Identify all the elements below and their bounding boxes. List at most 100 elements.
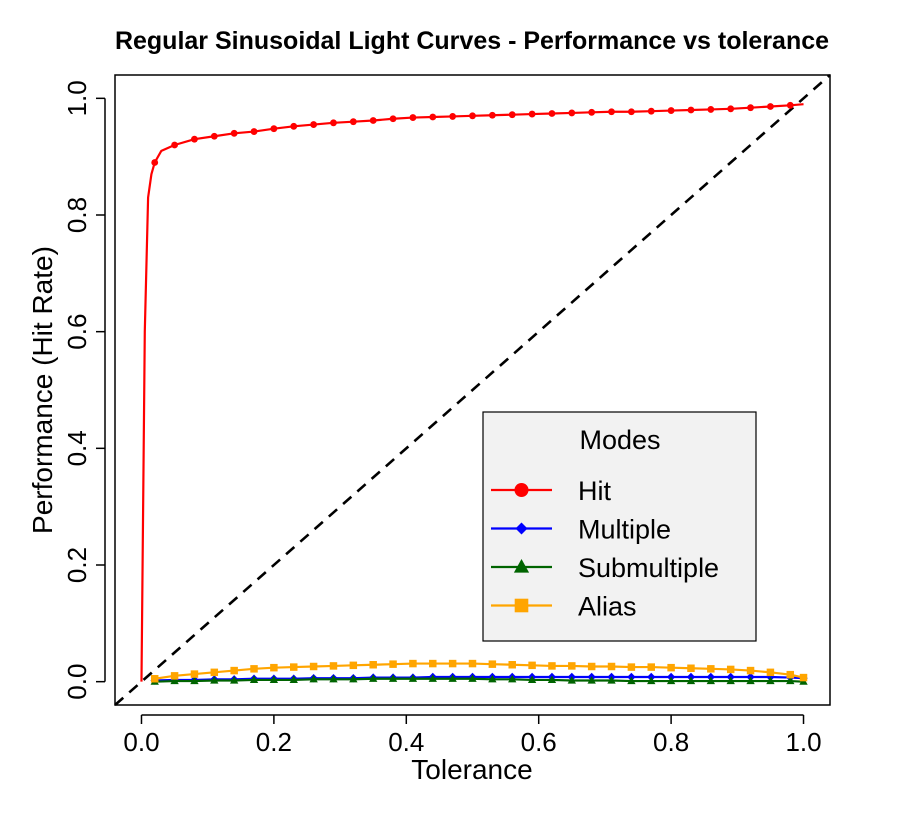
data-point-hit: [171, 141, 178, 149]
series-hit: [140, 101, 804, 682]
data-point-alias: [707, 665, 715, 673]
data-point-submultiple: [686, 676, 696, 685]
data-point-submultiple: [309, 674, 318, 683]
data-point-alias: [528, 661, 536, 670]
data-point-alias: [270, 663, 278, 672]
legend-label-multiple: Multiple: [578, 515, 671, 545]
data-point-alias: [508, 661, 516, 669]
data-point-hit: [687, 106, 695, 114]
data-point-hit: [409, 114, 417, 121]
data-point-hit: [191, 135, 198, 143]
data-point-alias: [150, 675, 159, 683]
data-point-submultiple: [786, 676, 795, 685]
data-point-submultiple: [369, 674, 378, 682]
data-point-submultiple: [408, 674, 418, 682]
data-point-hit: [608, 108, 615, 116]
data-point-alias: [726, 665, 735, 674]
data-point-alias: [548, 662, 556, 670]
reference-diagonal-layer: [114, 74, 831, 706]
data-point-submultiple: [607, 676, 616, 684]
data-point-submultiple: [746, 676, 755, 685]
legend-label-alias: Alias: [578, 592, 637, 622]
data-point-alias: [250, 665, 258, 673]
data-point-hit: [469, 112, 476, 120]
data-point-alias: [329, 662, 338, 670]
data-point-submultiple: [249, 675, 259, 683]
x-tick-label: 0.2: [256, 727, 292, 757]
legend-marker-alias: [514, 598, 529, 613]
data-point-hit: [449, 113, 457, 120]
data-point-submultiple: [726, 676, 735, 685]
data-point-submultiple: [229, 676, 239, 684]
data-point-submultiple: [508, 674, 517, 683]
legend-marker-hit: [514, 483, 529, 497]
x-tick-label: 0.4: [388, 727, 424, 757]
data-point-submultiple: [468, 674, 477, 682]
data-point-hit: [250, 128, 258, 135]
data-point-hit: [270, 125, 278, 133]
data-point-hit: [727, 105, 735, 113]
data-point-hit: [429, 113, 437, 121]
x-axis-label: Tolerance: [411, 754, 532, 785]
data-point-alias: [409, 659, 417, 668]
data-point-hit: [330, 119, 337, 127]
chart-title: Regular Sinusoidal Light Curves - Perfor…: [115, 27, 829, 55]
data-point-alias: [746, 666, 755, 675]
data-point-submultiple: [567, 676, 576, 684]
data-point-hit: [230, 129, 238, 137]
data-point-submultiple: [488, 674, 497, 683]
legend-item-hit: Hit: [491, 476, 611, 506]
data-point-hit: [747, 104, 754, 112]
data-point-alias: [647, 663, 655, 671]
data-point-submultiple: [627, 676, 636, 685]
x-axis: 0.0 0.2 0.4 0.6 0.8 1.0: [123, 714, 822, 757]
y-axis: 0.0 0.2 0.4 0.6 0.8 1.0: [62, 80, 106, 700]
data-point-submultiple: [547, 675, 557, 683]
data-point-submultiple: [388, 674, 398, 682]
data-point-alias: [627, 663, 636, 671]
x-tick-label: 0.6: [521, 727, 557, 757]
data-point-submultiple: [766, 676, 775, 685]
data-point-hit: [310, 121, 318, 128]
y-tick-label: 0.0: [62, 664, 92, 700]
data-point-alias: [786, 670, 795, 679]
series-layer: [140, 101, 808, 685]
data-point-alias: [290, 663, 298, 671]
data-point-alias: [309, 662, 318, 671]
legend-label-hit: Hit: [578, 476, 611, 506]
data-point-hit: [508, 111, 516, 119]
x-tick-label: 0.0: [123, 727, 159, 757]
y-tick-label: 0.6: [62, 314, 92, 350]
data-point-alias: [468, 659, 477, 668]
series-line-alias: [154, 662, 804, 680]
data-point-alias: [429, 659, 437, 668]
plot-frame: [114, 74, 831, 706]
data-point-hit: [369, 117, 377, 124]
y-tick-label: 0.2: [62, 547, 92, 583]
data-point-alias: [448, 659, 457, 668]
data-point-hit: [707, 106, 715, 113]
data-point-submultiple: [190, 676, 199, 685]
data-point-submultiple: [587, 676, 596, 684]
data-point-submultiple: [706, 676, 716, 685]
x-tick-label: 1.0: [785, 727, 821, 757]
y-tick-label: 1.0: [62, 80, 92, 116]
data-point-hit: [389, 115, 397, 123]
data-point-alias: [210, 668, 219, 677]
series-line-multiple: [154, 675, 804, 682]
data-point-hit: [548, 110, 556, 117]
legend-item-alias: Alias: [491, 592, 637, 622]
data-point-hit: [290, 122, 298, 130]
data-point-submultiple: [666, 676, 676, 685]
data-point-submultiple: [647, 676, 656, 685]
data-point-alias: [190, 670, 199, 678]
data-point-submultiple: [289, 675, 298, 683]
series-line-submultiple: [154, 677, 804, 683]
data-point-submultiple: [448, 674, 457, 682]
data-point-hit: [151, 159, 159, 166]
legend-marker-submultiple: [513, 559, 530, 573]
x-tick-label: 0.8: [653, 727, 689, 757]
data-point-alias: [568, 662, 576, 670]
data-point-alias: [170, 672, 179, 680]
